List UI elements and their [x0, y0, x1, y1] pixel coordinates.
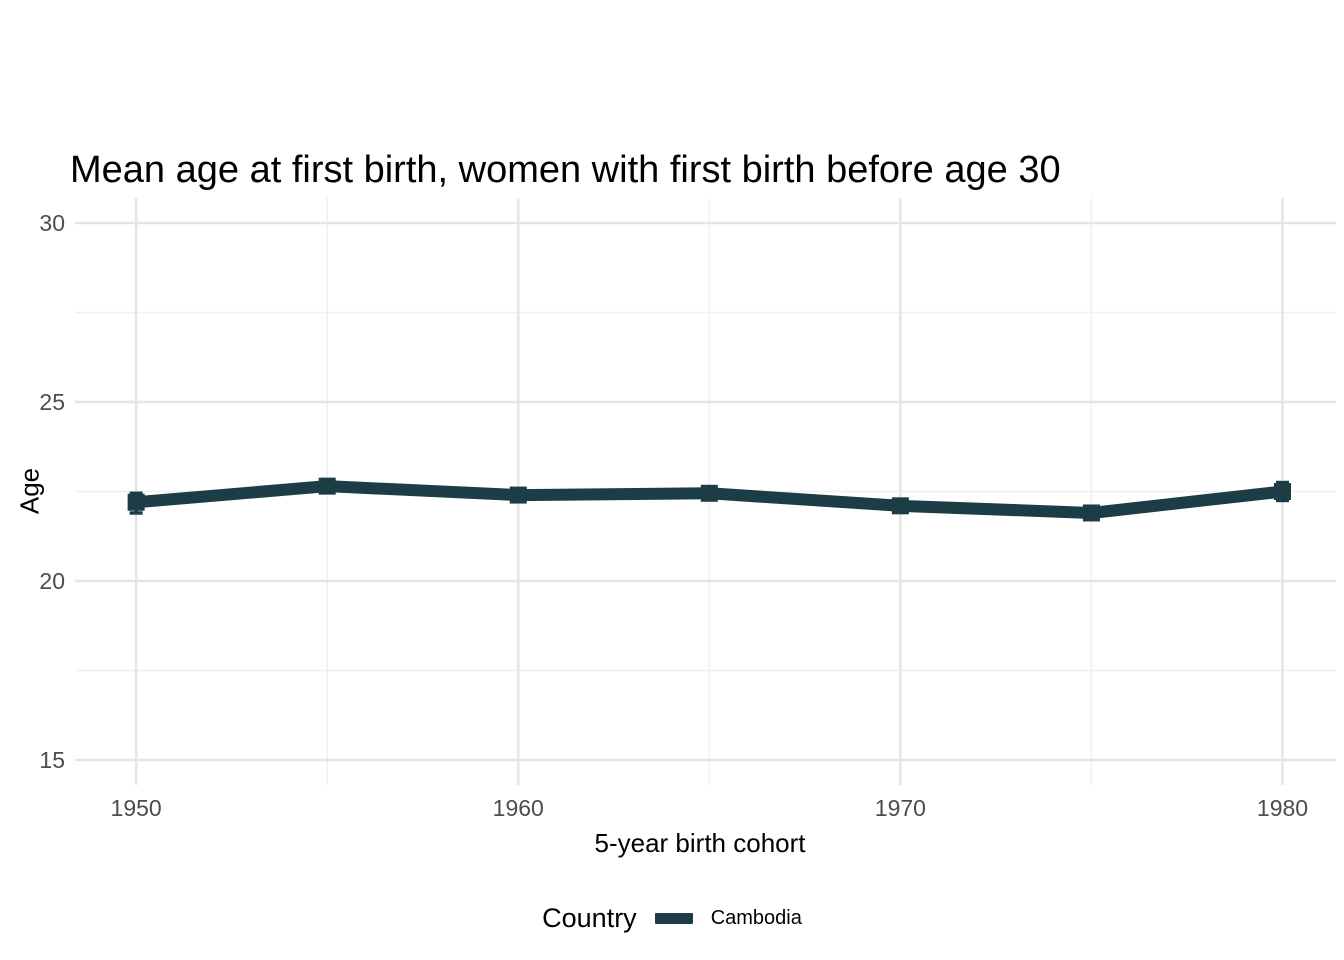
data-point — [1082, 504, 1100, 522]
data-point — [509, 486, 527, 504]
x-axis-title: 5-year birth cohort — [594, 828, 806, 858]
y-tick-label: 20 — [39, 568, 65, 594]
legend-entry-cambodia: Cambodia — [710, 907, 802, 929]
legend: Country Cambodia — [0, 903, 1344, 934]
legend-swatch-cambodia — [654, 913, 693, 924]
x-tick-label: 1960 — [493, 795, 544, 821]
chart-title: Mean age at first birth, women with firs… — [70, 149, 1061, 191]
legend-title: Country — [542, 903, 637, 933]
data-point — [127, 493, 145, 511]
y-axis-title: Age — [14, 467, 45, 515]
x-tick-label: 1980 — [1257, 795, 1308, 821]
x-tick-label: 1970 — [875, 795, 926, 821]
x-tick-label: 1950 — [111, 795, 162, 821]
y-tick-label: 25 — [39, 389, 65, 415]
data-point — [891, 497, 909, 515]
y-tick-label: 30 — [39, 210, 65, 236]
data-point — [700, 484, 718, 502]
data-point — [318, 477, 336, 495]
data-point — [1274, 483, 1292, 500]
y-tick-label: 15 — [39, 747, 65, 773]
